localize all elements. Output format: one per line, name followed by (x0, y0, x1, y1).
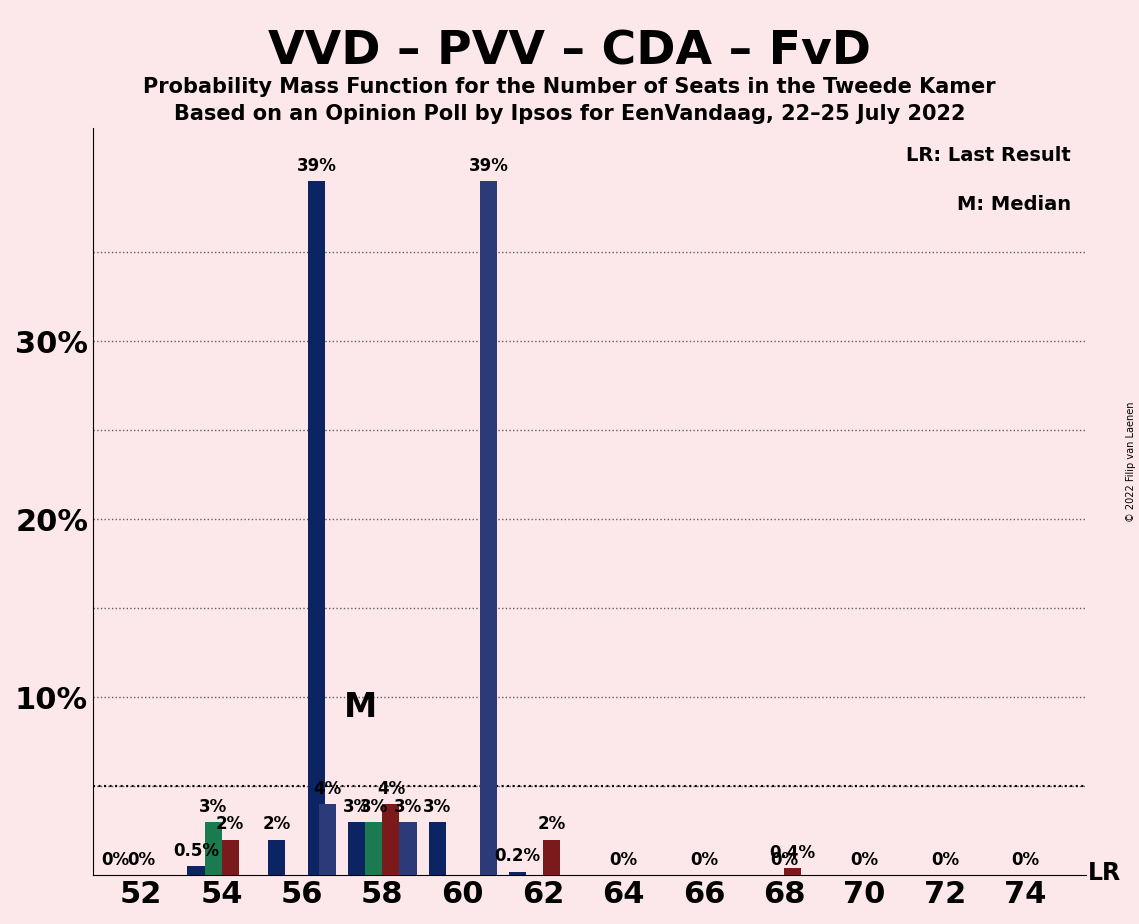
Text: 2%: 2% (262, 815, 290, 833)
Text: 4%: 4% (313, 780, 342, 797)
Text: 0%: 0% (690, 851, 718, 869)
Text: 3%: 3% (394, 797, 423, 816)
Text: 0%: 0% (128, 851, 155, 869)
Text: 0%: 0% (609, 851, 638, 869)
Bar (509, 871, 526, 875)
Text: 0%: 0% (851, 851, 878, 869)
Text: 0.4%: 0.4% (770, 844, 816, 862)
Text: 4%: 4% (377, 780, 405, 797)
Text: M: Median: M: Median (957, 195, 1071, 214)
Bar (785, 868, 802, 875)
Bar (308, 181, 325, 875)
Text: 2%: 2% (538, 815, 566, 833)
Text: LR: LR (1088, 861, 1121, 885)
Text: Probability Mass Function for the Number of Seats in the Tweede Kamer: Probability Mass Function for the Number… (144, 77, 995, 97)
Text: 0%: 0% (101, 851, 130, 869)
Bar (480, 181, 497, 875)
Text: LR: Last Result: LR: Last Result (906, 146, 1071, 165)
Text: 0%: 0% (931, 851, 959, 869)
Text: 39%: 39% (296, 157, 336, 175)
Bar (428, 821, 445, 875)
Text: 3%: 3% (343, 797, 371, 816)
Bar (349, 821, 366, 875)
Bar (366, 821, 383, 875)
Bar (205, 821, 222, 875)
Text: 3%: 3% (360, 797, 388, 816)
Text: 3%: 3% (199, 797, 227, 816)
Bar (383, 804, 400, 875)
Bar (400, 821, 417, 875)
Bar (543, 840, 560, 875)
Text: 0%: 0% (1011, 851, 1040, 869)
Text: 0.2%: 0.2% (494, 847, 541, 866)
Bar (268, 840, 285, 875)
Bar (222, 840, 239, 875)
Text: VVD – PVV – CDA – FvD: VVD – PVV – CDA – FvD (268, 30, 871, 75)
Text: © 2022 Filip van Laenen: © 2022 Filip van Laenen (1125, 402, 1136, 522)
Bar (188, 866, 205, 875)
Text: M: M (344, 691, 377, 723)
Text: 0.5%: 0.5% (173, 842, 219, 860)
Bar (319, 804, 336, 875)
Text: 3%: 3% (423, 797, 451, 816)
Text: 39%: 39% (468, 157, 508, 175)
Text: 0%: 0% (770, 851, 798, 869)
Text: 2%: 2% (216, 815, 244, 833)
Text: Based on an Opinion Poll by Ipsos for EenVandaag, 22–25 July 2022: Based on an Opinion Poll by Ipsos for Ee… (174, 104, 965, 125)
